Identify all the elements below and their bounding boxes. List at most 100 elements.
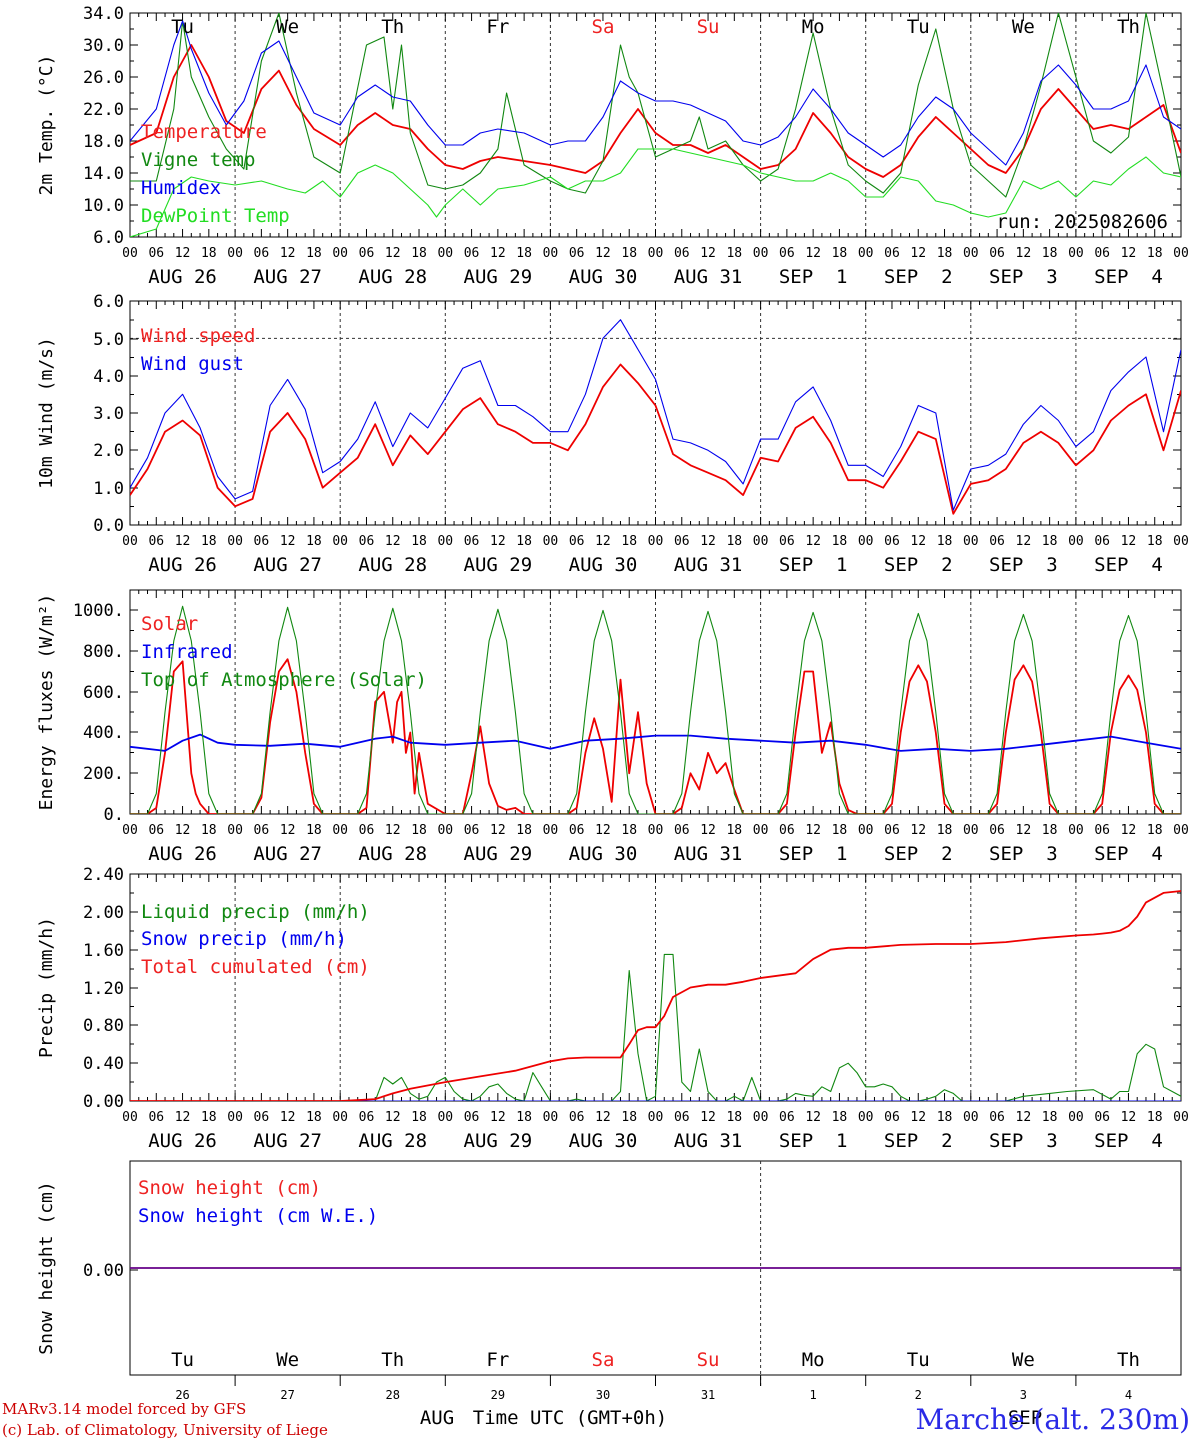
hour-tick-label: 18	[1042, 246, 1058, 261]
day-number-label: 31	[701, 1388, 715, 1402]
legend-entry: Wind speed	[141, 325, 255, 347]
hour-tick-label: 06	[254, 823, 270, 838]
legend-entry: Infrared	[141, 641, 233, 663]
hour-tick-label: 06	[989, 1110, 1005, 1125]
hour-tick-label: 00	[753, 246, 769, 261]
y-axis-title: Precip (mm/h)	[36, 917, 57, 1058]
day-number-label: 29	[491, 1388, 505, 1402]
date-label: SEP 4	[1094, 1130, 1163, 1152]
y-axis-title: Snow height (cm)	[36, 1181, 57, 1354]
hour-tick-label: 12	[805, 534, 821, 549]
hour-tick-label: 12	[385, 823, 401, 838]
date-label: SEP 3	[989, 1130, 1058, 1152]
y-tick-label: 30.0	[83, 36, 124, 56]
y-tick-label: 4.0	[93, 367, 124, 387]
hour-tick-label: 12	[595, 823, 611, 838]
legend-entry: Liquid precip (mm/h)	[141, 901, 370, 923]
weekday-label-bottom: Fr	[486, 1349, 509, 1371]
day-number-label: 30	[596, 1388, 610, 1402]
hour-tick-label: 12	[1121, 1110, 1137, 1125]
hour-tick-label: 06	[148, 823, 164, 838]
hour-tick-label: 06	[1094, 1110, 1110, 1125]
hour-tick-label: 18	[1042, 1110, 1058, 1125]
hour-tick-label: 18	[1042, 534, 1058, 549]
weekday-label-bottom: We	[1012, 1349, 1035, 1371]
hour-tick-label: 06	[464, 1110, 480, 1125]
hour-tick-label: 12	[1016, 534, 1032, 549]
hour-tick-label: 18	[1147, 823, 1163, 838]
hour-tick-label: 00	[858, 823, 874, 838]
hour-tick-label: 00	[437, 1110, 453, 1125]
hour-tick-label: 18	[621, 246, 637, 261]
hour-tick-label: 18	[621, 1110, 637, 1125]
hour-tick-label: 06	[989, 534, 1005, 549]
hour-tick-label: 00	[227, 246, 243, 261]
y-axis-title: 10m Wind (m/s)	[36, 337, 57, 489]
hour-tick-label: 18	[201, 823, 217, 838]
weekday-label-bottom: Th	[1117, 1349, 1140, 1371]
date-label: AUG 26	[148, 1130, 217, 1152]
date-label: AUG 31	[674, 554, 743, 576]
hour-tick-label: 06	[464, 246, 480, 261]
series-group	[130, 13, 1181, 237]
date-label: AUG 31	[674, 266, 743, 288]
hour-tick-label: 18	[937, 246, 953, 261]
hour-tick-label: 00	[963, 246, 979, 261]
series-line-liquid-precip-mm-h-	[130, 953, 1181, 1101]
hour-tick-label: 18	[201, 534, 217, 549]
y-tick-label: 14.0	[83, 164, 124, 184]
y-tick-label: 0.40	[83, 1054, 124, 1074]
series-line-total-cumulated-cm-	[130, 890, 1181, 1101]
series-group	[130, 319, 1181, 515]
hour-tick-label: 00	[332, 246, 348, 261]
hour-tick-label: 00	[963, 823, 979, 838]
y-tick-label: 2.00	[83, 903, 124, 923]
hour-tick-label: 18	[516, 1110, 532, 1125]
hour-tick-label: 12	[175, 246, 191, 261]
date-label: AUG 31	[674, 1130, 743, 1152]
date-label: SEP 3	[989, 266, 1058, 288]
hour-tick-label: 12	[1016, 246, 1032, 261]
hour-tick-label: 06	[148, 246, 164, 261]
hour-tick-label: 18	[1147, 1110, 1163, 1125]
station-name: Marche (alt. 230m)	[916, 1403, 1190, 1436]
hour-tick-label: 12	[280, 534, 296, 549]
legend-entry: Vigne temp	[141, 149, 255, 171]
day-number-label: 3	[1020, 1388, 1027, 1402]
institution-credit: (c) Lab. of Climatology, University of L…	[2, 1421, 328, 1439]
hour-tick-label: 06	[569, 534, 585, 549]
date-label: SEP 4	[1094, 843, 1163, 865]
y-tick-label: 1.60	[83, 941, 124, 961]
hour-tick-label: 18	[621, 534, 637, 549]
hour-tick-label: 18	[832, 246, 848, 261]
weekday-label-bottom: Tu	[907, 1349, 930, 1371]
hour-tick-label: 12	[1016, 823, 1032, 838]
hour-tick-label: 18	[937, 1110, 953, 1125]
date-label: SEP 3	[989, 843, 1058, 865]
series-line-infrared	[130, 733, 1181, 752]
hour-tick-label: 00	[122, 246, 138, 261]
hour-tick-label: 12	[385, 1110, 401, 1125]
hour-tick-label: 00	[332, 534, 348, 549]
hour-tick-label: 00	[437, 823, 453, 838]
y-tick-label: 6.0	[93, 228, 124, 248]
hour-tick-label: 00	[858, 1110, 874, 1125]
hour-tick-label: 12	[910, 1110, 926, 1125]
hour-tick-label: 18	[411, 823, 427, 838]
date-label: AUG 26	[148, 266, 217, 288]
date-label: AUG 29	[464, 266, 533, 288]
hour-tick-label: 06	[254, 534, 270, 549]
hour-tick-label: 18	[726, 246, 742, 261]
y-tick-label: 800.	[83, 642, 124, 662]
hour-tick-label: 00	[858, 246, 874, 261]
hour-tick-label: 12	[910, 246, 926, 261]
hour-tick-label: 18	[726, 823, 742, 838]
hour-tick-label: 00	[543, 1110, 559, 1125]
month-label: AUG	[420, 1407, 454, 1429]
hour-tick-label: 12	[595, 534, 611, 549]
hour-tick-label: 00	[648, 246, 664, 261]
date-label: SEP 2	[884, 843, 953, 865]
hour-tick-label: 12	[805, 1110, 821, 1125]
hour-tick-label: 12	[700, 246, 716, 261]
